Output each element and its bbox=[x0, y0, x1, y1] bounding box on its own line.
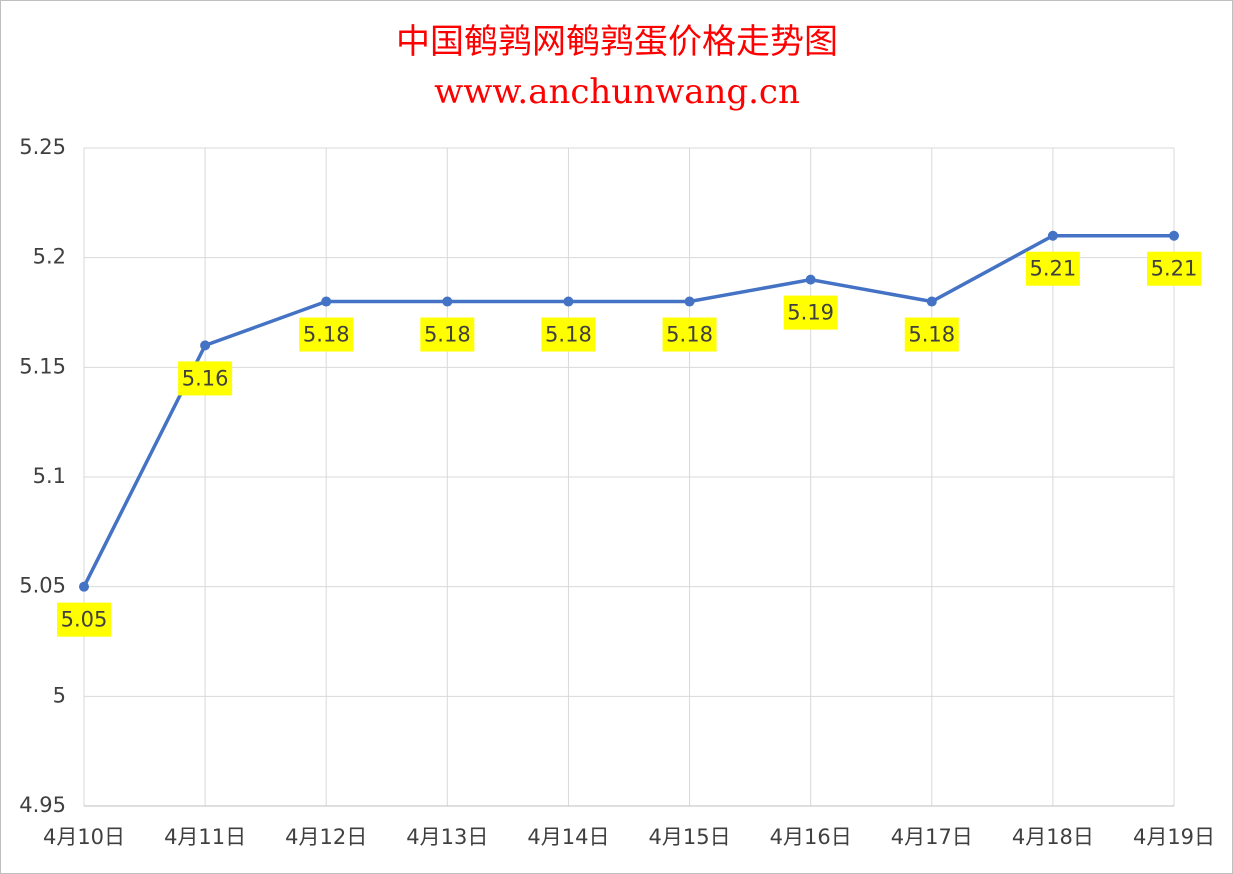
label-bg bbox=[1025, 251, 1080, 286]
data-label: 5.19 bbox=[787, 301, 834, 325]
label-bg bbox=[1147, 251, 1201, 286]
point bbox=[321, 296, 332, 307]
point bbox=[200, 340, 211, 351]
label-bg bbox=[420, 317, 475, 352]
chart-title: 中国鹌鹑网鹌鹑蛋价格走势图 bbox=[396, 22, 838, 62]
data-label: 5.18 bbox=[666, 323, 713, 347]
point bbox=[442, 296, 453, 307]
data-label: 5.05 bbox=[61, 608, 108, 632]
data-label: 5.21 bbox=[1151, 257, 1198, 281]
label-bg bbox=[904, 317, 959, 352]
data-label: 5.18 bbox=[908, 323, 955, 347]
x-tick-label: 4月12日 bbox=[285, 825, 367, 849]
label-bg bbox=[783, 295, 838, 330]
x-tick-label: 4月16日 bbox=[770, 825, 852, 849]
y-tick-label: 5.25 bbox=[19, 135, 66, 159]
point bbox=[1047, 230, 1058, 241]
label-bg bbox=[299, 317, 354, 352]
chart-subtitle: www.anchunwang.cn bbox=[434, 72, 800, 112]
x-tick-label: 4月14日 bbox=[527, 825, 609, 849]
point bbox=[926, 296, 937, 307]
point bbox=[563, 296, 574, 307]
point bbox=[805, 274, 816, 285]
label-bg bbox=[57, 602, 111, 637]
y-tick-label: 5 bbox=[53, 683, 66, 707]
y-tick-label: 5.15 bbox=[19, 354, 66, 378]
label-bg bbox=[178, 361, 233, 396]
x-tick-label: 4月17日 bbox=[891, 825, 973, 849]
data-label: 5.18 bbox=[303, 323, 350, 347]
y-tick-label: 5.1 bbox=[33, 464, 66, 488]
x-tick-label: 4月19日 bbox=[1133, 825, 1215, 849]
x-tick-label: 4月15日 bbox=[649, 825, 731, 849]
data-label: 5.16 bbox=[182, 366, 229, 390]
label-bg bbox=[541, 317, 596, 352]
label-bg bbox=[662, 317, 717, 352]
point bbox=[684, 296, 695, 307]
x-tick-label: 4月13日 bbox=[406, 825, 488, 849]
data-label: 5.21 bbox=[1030, 257, 1077, 281]
x-tick-label: 4月10日 bbox=[43, 825, 125, 849]
y-tick-label: 5.05 bbox=[19, 574, 66, 598]
data-label: 5.18 bbox=[424, 323, 471, 347]
y-tick-label: 4.95 bbox=[19, 793, 66, 817]
point bbox=[79, 581, 89, 592]
y-tick-label: 5.2 bbox=[33, 245, 66, 269]
x-tick-label: 4月11日 bbox=[164, 825, 246, 849]
point bbox=[1169, 230, 1179, 241]
line bbox=[82, 233, 1174, 588]
data-label: 5.18 bbox=[545, 323, 592, 347]
x-tick-label: 4月18日 bbox=[1012, 825, 1094, 849]
